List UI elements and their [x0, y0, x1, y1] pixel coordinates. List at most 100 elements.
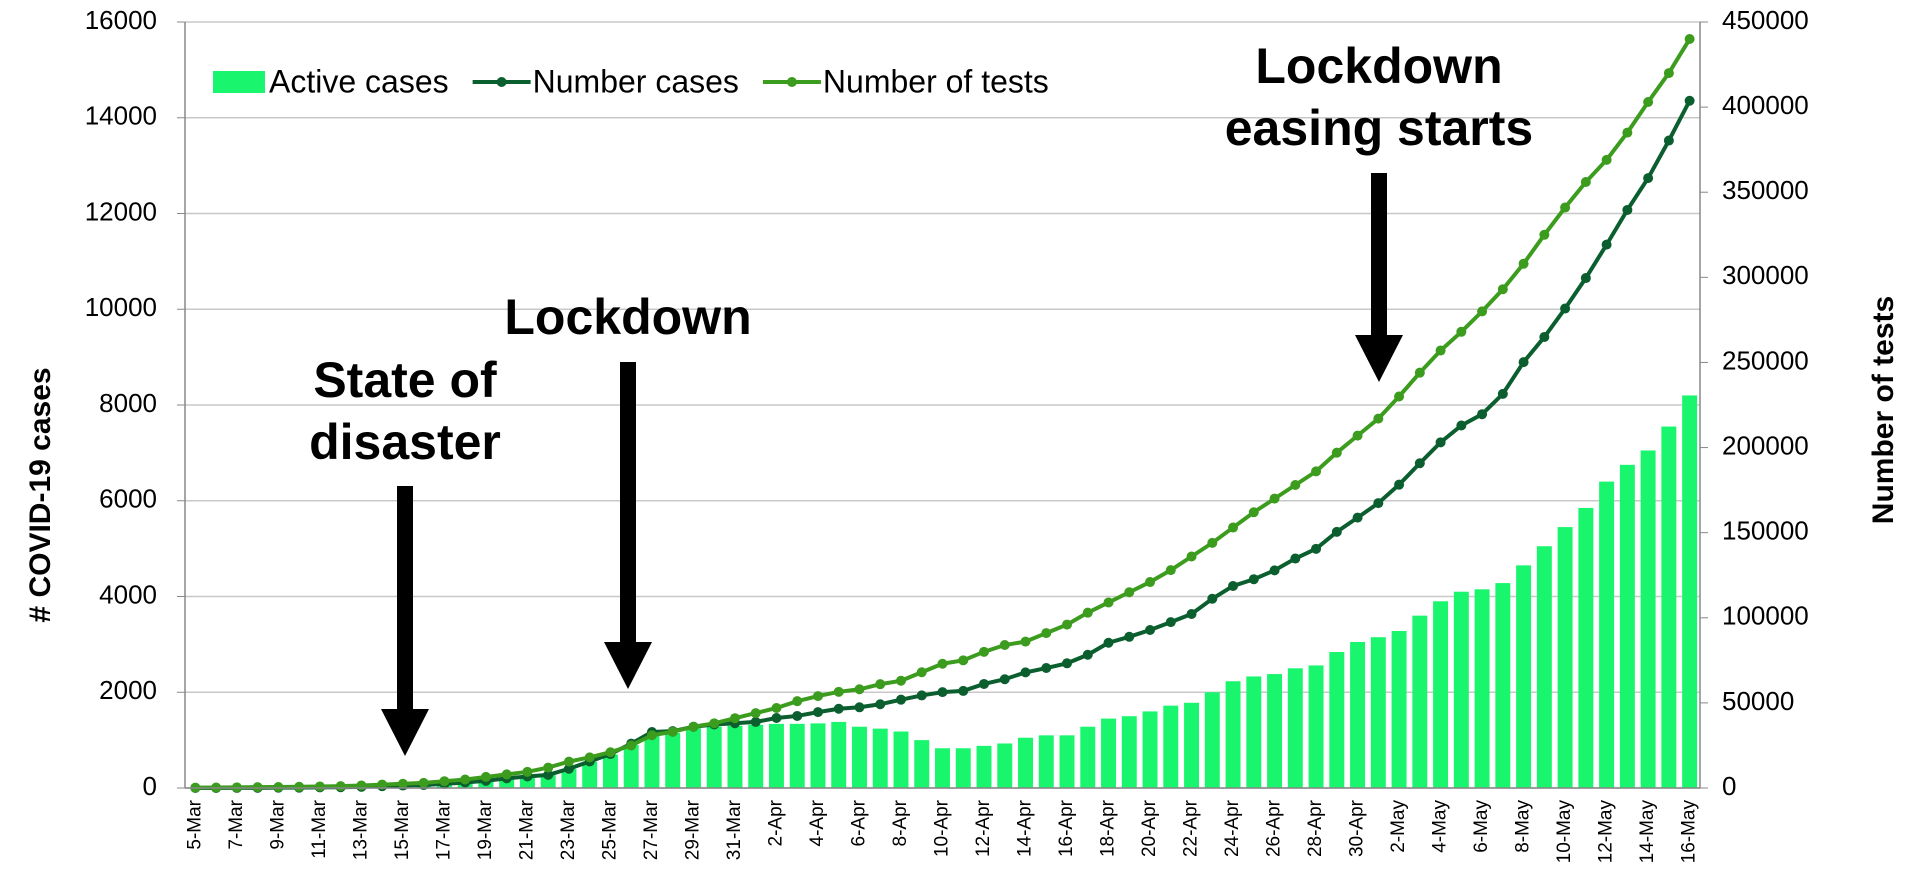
- marker: [1228, 522, 1239, 533]
- y2-tick-label: 350000: [1722, 175, 1809, 205]
- y-tick-label: 12000: [85, 196, 157, 226]
- marker: [854, 684, 865, 695]
- bar: [602, 754, 618, 788]
- bar: [997, 743, 1013, 788]
- marker: [1145, 577, 1156, 588]
- bar: [1018, 737, 1033, 788]
- y-tick-label: 14000: [85, 101, 157, 131]
- x-tick-label: 20-Apr: [1139, 799, 1160, 857]
- bar: [1287, 668, 1303, 788]
- x-tick-label: 24-Apr: [1222, 799, 1243, 857]
- marker: [1103, 597, 1114, 608]
- marker: [1497, 388, 1508, 399]
- bar: [1163, 705, 1179, 788]
- marker: [1601, 154, 1612, 165]
- legend-marker: [786, 77, 797, 87]
- marker: [563, 763, 574, 774]
- x-tick-label: 29-Mar: [682, 799, 703, 860]
- bar: [748, 724, 764, 788]
- marker: [812, 707, 823, 718]
- annotation: State of: [313, 352, 497, 408]
- marker: [418, 777, 429, 788]
- marker: [1020, 636, 1031, 647]
- marker: [273, 781, 284, 792]
- marker: [1352, 512, 1363, 523]
- x-tick-label: 10-Apr: [932, 799, 953, 857]
- y2-tick-label: 250000: [1722, 345, 1809, 375]
- marker: [895, 694, 906, 705]
- x-tick-label: 2-Apr: [765, 799, 786, 846]
- bar: [1391, 630, 1407, 788]
- bar: [582, 761, 598, 788]
- marker: [750, 716, 761, 727]
- bar: [1474, 589, 1490, 788]
- x-tick-label: 11-Mar: [309, 799, 330, 858]
- x-tick-label: 9-Mar: [267, 799, 288, 849]
- y-tick-label: 6000: [99, 484, 157, 514]
- marker: [1103, 637, 1114, 648]
- bar: [540, 775, 556, 788]
- x-tick-label: 27-Mar: [641, 799, 662, 860]
- marker: [792, 710, 803, 721]
- x-tick-label: 28-Apr: [1305, 799, 1326, 857]
- marker: [397, 778, 408, 789]
- y-tick-label: 2000: [99, 675, 157, 705]
- marker: [1248, 507, 1259, 518]
- marker: [895, 675, 906, 686]
- marker: [667, 726, 678, 737]
- bar: [561, 768, 577, 788]
- x-tick-label: 12-Apr: [973, 799, 994, 857]
- marker: [605, 747, 616, 758]
- annotation: easing starts: [1225, 100, 1533, 156]
- marker: [1477, 409, 1488, 420]
- marker: [709, 718, 720, 729]
- bar: [1661, 426, 1677, 788]
- marker: [937, 658, 948, 669]
- bar: [893, 731, 909, 788]
- marker: [584, 752, 595, 763]
- marker: [979, 678, 990, 689]
- marker: [1435, 437, 1446, 448]
- marker: [1290, 480, 1301, 491]
- marker: [833, 686, 844, 697]
- marker: [875, 699, 886, 710]
- marker: [1684, 95, 1695, 106]
- marker: [688, 721, 699, 732]
- marker: [771, 713, 782, 724]
- bar: [1516, 565, 1532, 788]
- y-axis-label: # COVID-19 cases: [24, 367, 57, 622]
- marker: [1663, 135, 1674, 146]
- marker: [543, 762, 554, 773]
- y-tick-label: 10000: [85, 292, 157, 322]
- bar: [1682, 395, 1698, 788]
- marker: [1477, 306, 1488, 317]
- marker: [1643, 97, 1654, 108]
- x-tick-label: 7-Mar: [226, 799, 247, 849]
- y2-tick-label: 150000: [1722, 516, 1809, 546]
- arrow-head: [604, 642, 652, 689]
- marker: [1560, 303, 1571, 314]
- x-tick-label: 15-Mar: [392, 799, 413, 860]
- bar: [644, 735, 660, 788]
- marker: [1414, 458, 1425, 469]
- legend-swatch: [213, 71, 265, 93]
- legend-label: Active cases: [269, 63, 449, 99]
- marker: [1145, 625, 1156, 636]
- marker: [1041, 628, 1052, 639]
- marker: [1311, 543, 1322, 554]
- marker: [812, 691, 823, 702]
- marker: [999, 640, 1010, 651]
- marker: [543, 769, 554, 780]
- marker: [1352, 430, 1363, 441]
- marker: [1643, 173, 1654, 184]
- marker: [1394, 391, 1405, 402]
- x-tick-label: 25-Mar: [599, 799, 620, 860]
- marker: [1394, 479, 1405, 490]
- bar: [769, 723, 784, 788]
- bar: [1557, 527, 1573, 788]
- marker: [1165, 617, 1176, 628]
- bar: [1225, 681, 1241, 788]
- x-tick-label: 8-Apr: [890, 799, 911, 846]
- bar: [1640, 450, 1656, 788]
